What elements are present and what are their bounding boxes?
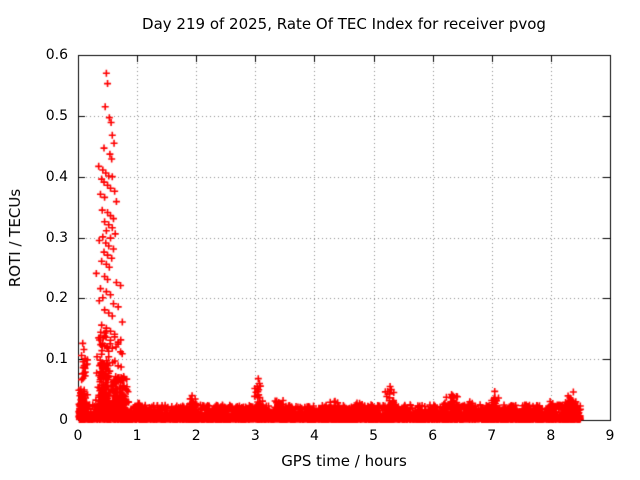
x-tick-label: 9 [605, 428, 615, 444]
y-tick-label: 0.4 [45, 168, 68, 185]
x-tick-label: 0 [73, 428, 83, 444]
x-tick-label: 3 [250, 428, 260, 444]
chart-title: Day 219 of 2025, Rate Of TEC Index for r… [142, 15, 546, 33]
y-tick-label: 0.1 [45, 351, 68, 368]
x-tick-label: 1 [132, 428, 142, 444]
y-tick-label: 0.2 [45, 290, 68, 307]
x-tick-label: 5 [369, 428, 378, 444]
y-tick-label: 0.5 [45, 107, 68, 124]
x-tick-label: 7 [487, 428, 497, 444]
y-tick-label: 0.6 [45, 47, 68, 63]
x-tick-label: 2 [191, 428, 201, 444]
x-tick-label: 8 [546, 428, 556, 444]
y-tick-label: 0 [59, 412, 68, 428]
y-tick-label: 0.3 [45, 229, 68, 246]
x-tick-label: 6 [428, 428, 438, 444]
x-axis-label: GPS time / hours [281, 452, 407, 470]
x-tick-label: 4 [309, 428, 319, 444]
